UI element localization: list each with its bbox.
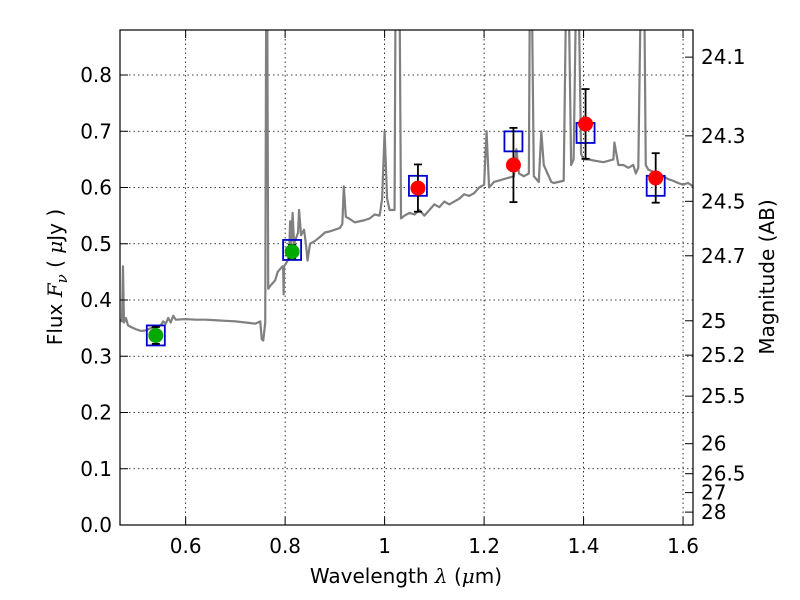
x-tick-label: 0.6 [170,534,202,558]
y2-tick-label: 24.1 [701,45,746,69]
data-point [505,157,521,173]
y2-tick-label: 26 [701,432,726,456]
plot-area [120,30,693,525]
y-tick-label: 0.4 [80,288,112,312]
spectrum-line [120,30,693,342]
x-tick-label: 1.4 [568,534,600,558]
model-square-marker [282,239,302,261]
y2-tick-label: 28 [701,500,726,524]
series-layer [120,30,693,342]
data-point [578,116,594,132]
x-tick-label: 0.8 [269,534,301,558]
y-tick-label: 0.3 [80,344,112,368]
y-tick-label: 0.1 [80,457,112,481]
y2-tick-label: 24.5 [701,189,746,213]
y2-tick-label: 25.5 [701,384,746,408]
y2-tick-label: 27 [701,481,726,505]
y2-tick-label: 25 [701,309,726,333]
marker-layer [145,88,666,347]
data-point [648,170,664,186]
tick-layer: 0.6 0.8 1 1.2 1.4 1.6 0.0 0.1 0.2 0.3 0.4 0.5 0.6 0.7… [80,30,746,558]
y2-tick-label: 26.5 [701,462,746,486]
y-axis-label: Flux Fν ( μJy ) [43,209,71,345]
x-tick-label: 1.2 [468,534,500,558]
model-square-marker [145,324,166,347]
y-tick-label: 0.5 [80,232,112,256]
x-tick-label: 1 [378,534,391,558]
data-point [284,244,300,260]
y-tick-label: 0.8 [80,63,112,87]
plot-frame [119,29,694,526]
data-point [410,180,426,196]
y-tick-label: 0.6 [80,176,112,200]
data-point [148,327,164,343]
y2-tick-label: 24.3 [701,124,746,148]
y2-tick-label: 25.2 [701,343,746,367]
x-tick-label: 1.6 [667,534,699,558]
y2-tick-label: 24.7 [701,244,746,268]
y-tick-label: 0.2 [80,401,112,425]
y-tick-label: 0.7 [80,119,112,143]
y-tick-label: 0.0 [80,513,112,537]
y2-axis-label: Magnitude (AB) [755,199,779,354]
x-axis-label: Wavelength λ (μm) [310,564,502,588]
